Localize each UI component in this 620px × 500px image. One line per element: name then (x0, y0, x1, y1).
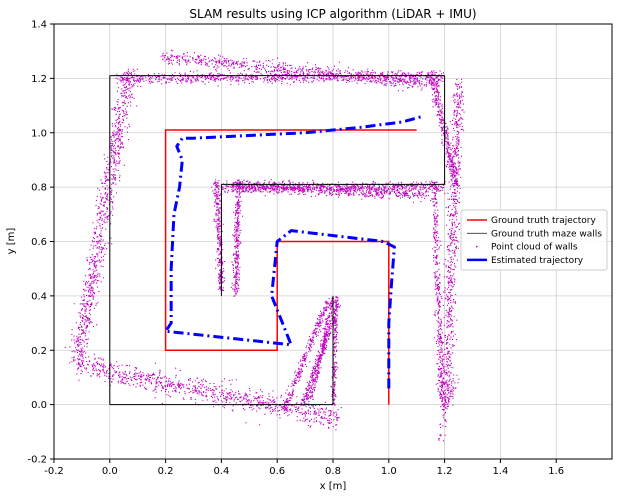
legend: Ground truth trajectory Ground truth maze… (460, 209, 608, 271)
y-tick-label: -0.2 (27, 455, 47, 466)
legend-label: Point cloud of walls (491, 243, 578, 253)
estimated-trajectory (164, 114, 423, 389)
y-axis-ticks: -0.2 0.0 0.2 0.4 0.6 0.8 1.0 1.2 1.4 (27, 20, 54, 466)
x-axis-ticks: -0.2 0.0 0.2 0.4 0.6 0.8 1.0 1.2 1.4 1.6 (44, 459, 564, 477)
y-tick-label: 1.4 (31, 20, 47, 31)
legend-label: Ground truth trajectory (491, 216, 596, 226)
x-tick-label: 0.4 (213, 466, 229, 477)
y-tick-label: 0.6 (31, 237, 47, 248)
x-tick-label: 1.6 (548, 466, 564, 477)
x-tick-label: -0.2 (44, 466, 64, 477)
legend-label: Ground truth maze walls (491, 229, 602, 239)
legend-label: Estimated trajectory (491, 256, 584, 266)
x-axis-label: x [m] (320, 481, 347, 492)
estimated-line (164, 114, 423, 389)
y-tick-label: 1.0 (31, 128, 47, 139)
y-tick-label: 0.8 (31, 183, 47, 194)
x-tick-label: 1.0 (381, 466, 397, 477)
x-tick-label: 0.6 (269, 466, 285, 477)
maze-walls (109, 75, 446, 406)
ground-truth-line (164, 129, 417, 405)
x-tick-label: 1.2 (437, 466, 453, 477)
legend-box (460, 209, 608, 271)
x-tick-label: 1.4 (492, 466, 508, 477)
x-tick-label: 0.8 (325, 466, 341, 477)
legend-swatch-point-cloud (476, 245, 478, 248)
ground-truth-trajectory (164, 129, 417, 405)
y-axis-label: y [m] (6, 228, 17, 255)
chart-title: SLAM results using ICP algorithm (LiDAR … (189, 7, 476, 21)
x-tick-label: 0.0 (102, 466, 118, 477)
y-tick-label: 0.2 (31, 346, 47, 357)
y-tick-label: 0.4 (31, 291, 47, 302)
y-tick-label: 1.2 (31, 74, 47, 85)
x-tick-label: 0.2 (158, 466, 174, 477)
y-tick-label: 0.0 (31, 400, 47, 411)
